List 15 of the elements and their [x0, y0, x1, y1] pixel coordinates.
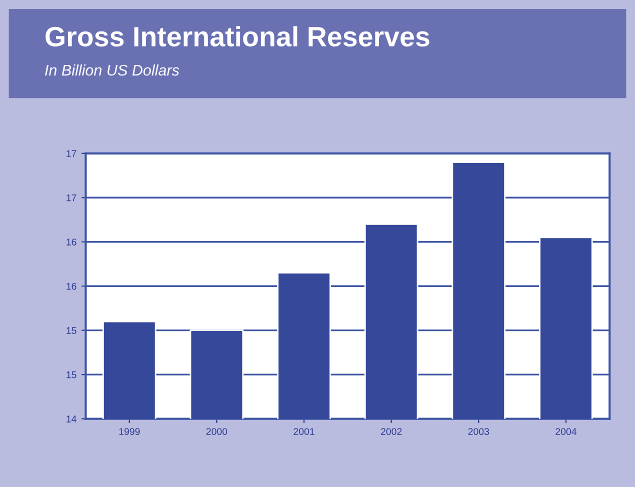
x-tick-label: 2000	[206, 428, 228, 435]
chart-subtitle: In Billion US Dollars	[45, 64, 180, 76]
x-tick-label: 2001	[294, 428, 314, 435]
y-tick-label: 15	[66, 327, 76, 334]
x-tick-label: 1999	[119, 428, 140, 435]
x-tick-label: 2004	[556, 428, 576, 435]
x-tick-label: 2003	[468, 428, 490, 435]
y-tick-label: 14	[66, 416, 76, 422]
y-tick-label: 16	[66, 282, 76, 290]
chart-title: Gross International Reserves	[46, 26, 430, 47]
y-tick-label: 16	[66, 238, 76, 246]
y-tick-label: 17	[66, 150, 76, 157]
x-tick-label: 2002	[380, 428, 402, 435]
y-tick-label: 15	[66, 371, 76, 378]
y-tick-label: 17	[66, 194, 76, 202]
